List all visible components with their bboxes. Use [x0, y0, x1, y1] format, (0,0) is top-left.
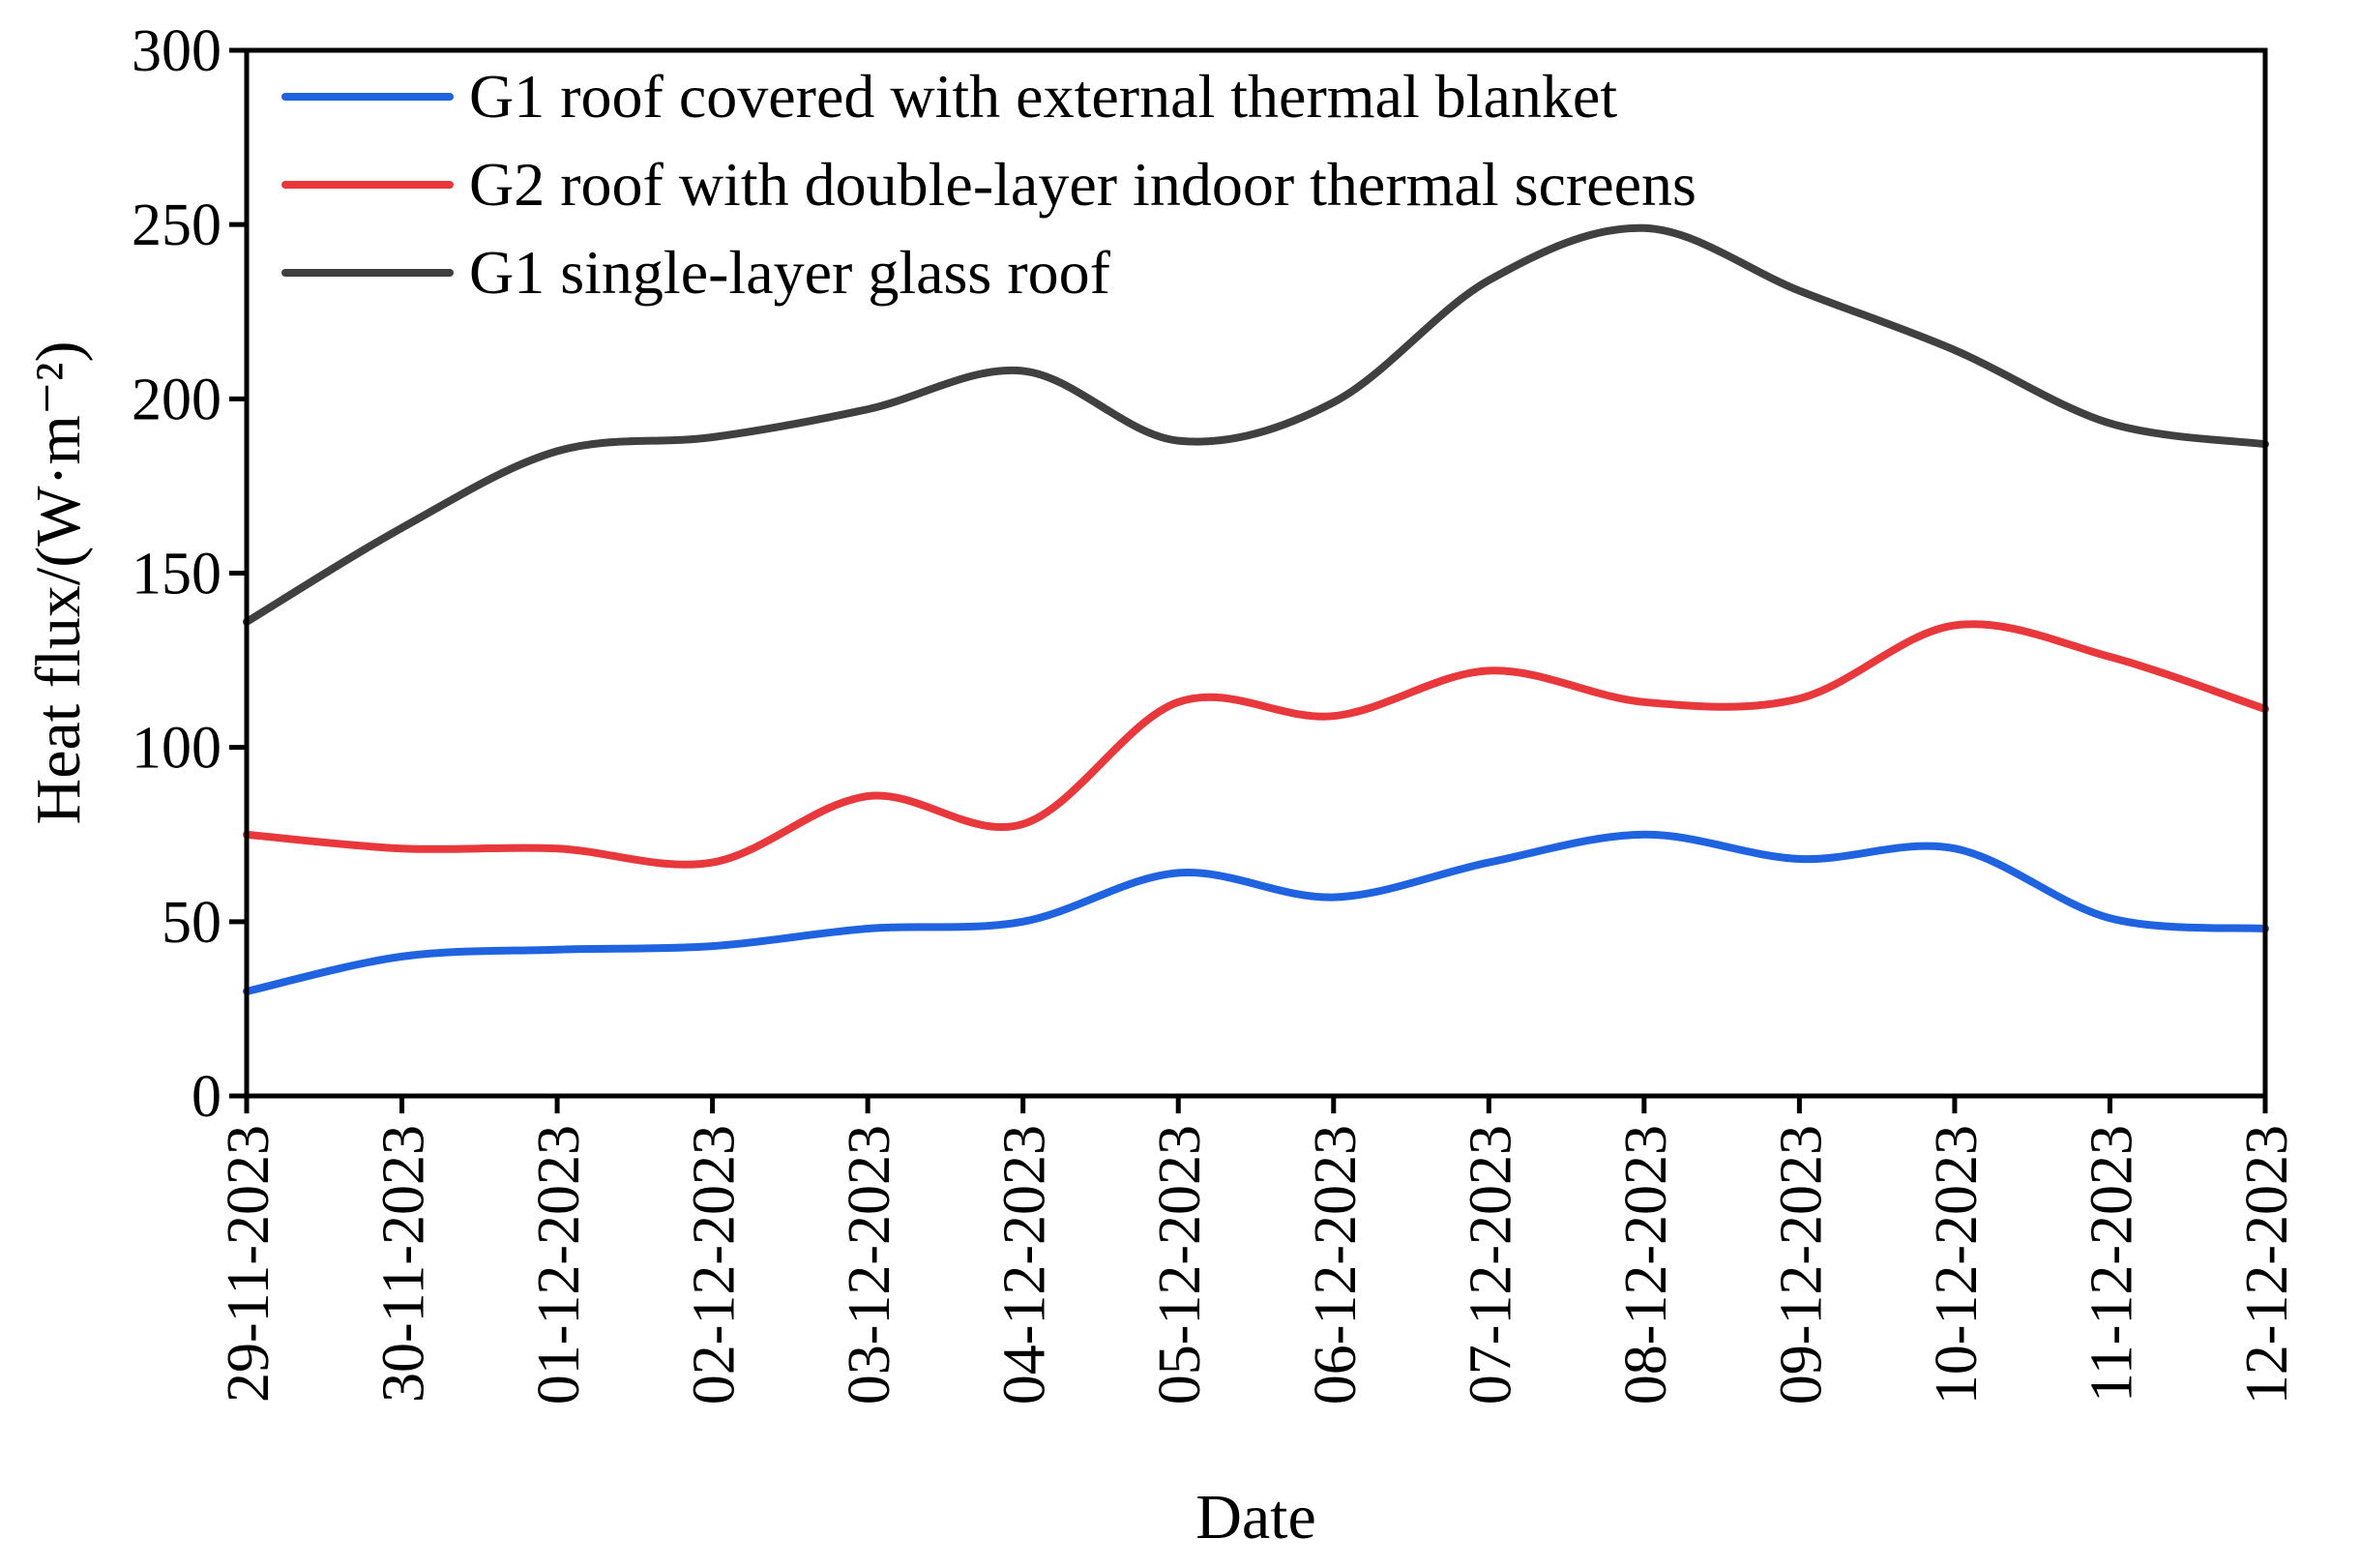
y-tick-label: 200	[132, 367, 221, 432]
series-lines	[243, 223, 2269, 995]
y-tick-label: 250	[132, 192, 221, 258]
x-tick-label: 09-12-2023	[1768, 1125, 1834, 1405]
x-axis-title: Date	[1195, 1482, 1316, 1553]
legend-label-3: G1 single-layer glass roof	[469, 238, 1111, 307]
x-tick-label: 01-12-2023	[526, 1125, 592, 1405]
legend-label-1: G1 roof covered with external thermal bl…	[469, 62, 1617, 131]
x-tick-label: 06-12-2023	[1303, 1125, 1369, 1405]
x-tick-label: 02-12-2023	[682, 1125, 748, 1405]
y-axis-title: Heat flux/(W·m⁻²)	[23, 341, 94, 825]
x-axis: 29-11-2023 30-11-2023 01-12-2023 02-12-2023…	[216, 1096, 2300, 1405]
x-tick-label: 29-11-2023	[216, 1125, 281, 1403]
x-tick-label: 04-12-2023	[992, 1125, 1058, 1405]
series-line-2	[243, 620, 2269, 869]
legend: G1 roof covered with external thermal bl…	[281, 62, 1696, 307]
x-tick-label: 05-12-2023	[1147, 1125, 1213, 1405]
y-tick-label: 50	[162, 890, 221, 956]
x-tick-label: 12-12-2023	[2234, 1125, 2300, 1405]
series-line-1	[243, 830, 2269, 995]
legend-label-2: G2 roof with double-layer indoor thermal…	[469, 150, 1696, 219]
x-tick-label: 08-12-2023	[1613, 1125, 1679, 1405]
x-tick-label: 11-12-2023	[2079, 1125, 2144, 1403]
x-tick-label: 07-12-2023	[1458, 1125, 1523, 1405]
x-tick-label: 30-11-2023	[371, 1125, 437, 1403]
y-tick-label: 300	[132, 18, 221, 84]
x-tick-label: 10-12-2023	[1924, 1125, 1990, 1405]
y-axis: 0 50 100 150 200 250 300	[132, 18, 247, 1130]
x-tick-label: 03-12-2023	[837, 1125, 902, 1405]
y-tick-label: 0	[192, 1064, 221, 1130]
y-tick-label: 150	[132, 542, 221, 607]
y-tick-label: 100	[132, 716, 221, 782]
series-line-3	[243, 223, 2269, 626]
plot-frame	[244, 47, 2268, 1099]
